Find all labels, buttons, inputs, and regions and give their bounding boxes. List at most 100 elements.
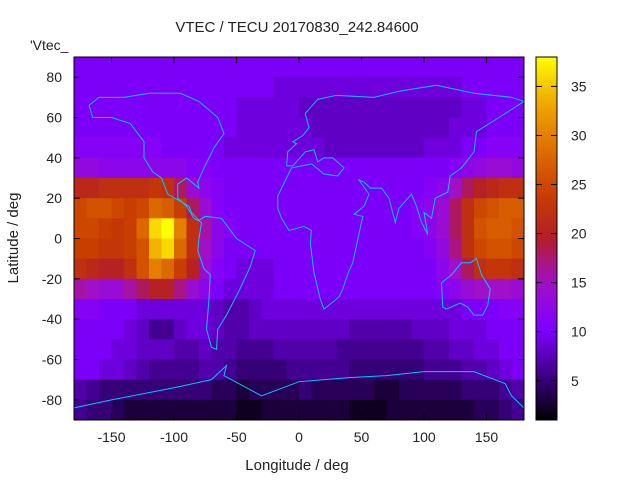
heatmap-cell: [499, 157, 512, 179]
colorbar-tick-label: 35: [571, 78, 587, 94]
heatmap-cell: [249, 258, 262, 280]
heatmap-cell: [449, 178, 462, 199]
heatmap-cell: [436, 57, 450, 78]
heatmap-cell: [311, 218, 325, 239]
heatmap-cell: [211, 117, 225, 139]
heatmap-cell: [461, 157, 475, 179]
heatmap-cell: [261, 178, 275, 199]
heatmap-cell: [111, 117, 125, 139]
heatmap-cell: [249, 238, 262, 260]
heatmap-cell: [111, 258, 125, 280]
heatmap-cell: [124, 299, 137, 320]
heatmap-cell: [386, 359, 400, 381]
heatmap-cell: [174, 299, 187, 320]
heatmap-cell: [211, 339, 225, 360]
heatmap-cell: [86, 359, 100, 381]
heatmap-cell: [311, 117, 325, 139]
heatmap-cell: [174, 137, 187, 159]
heatmap-cell: [474, 117, 487, 139]
heatmap-cell: [399, 339, 412, 360]
heatmap-cell: [324, 57, 337, 78]
heatmap-cell: [411, 238, 425, 260]
heatmap-cell: [324, 137, 337, 159]
heatmap-cell: [399, 399, 412, 420]
colorbar-tick-label: 25: [571, 177, 587, 193]
heatmap-cell: [486, 359, 500, 381]
heatmap-cell: [261, 117, 275, 139]
heatmap-cell: [424, 57, 437, 78]
heatmap-cell: [436, 178, 450, 199]
heatmap-cell: [299, 178, 312, 199]
heatmap-cell: [199, 319, 212, 340]
heatmap-cell: [99, 278, 112, 300]
heatmap-cell: [449, 157, 462, 179]
heatmap-cell: [186, 157, 200, 179]
heatmap-cell: [486, 379, 500, 401]
heatmap-cell: [361, 299, 375, 320]
heatmap-cell: [261, 278, 275, 300]
y-tick-label: -40: [42, 311, 62, 327]
heatmap-cell: [449, 399, 462, 420]
heatmap-cell: [236, 399, 250, 420]
heatmap-cell: [199, 117, 212, 139]
y-tick-label: -60: [42, 352, 62, 368]
coastlines: [74, 84, 524, 409]
heatmap-cell: [299, 218, 312, 239]
heatmap-cell: [174, 57, 187, 78]
heatmap-cell: [374, 339, 387, 360]
heatmap-cell: [99, 117, 112, 139]
heatmap-cell: [486, 339, 500, 360]
heatmap-cell: [274, 319, 287, 340]
heatmap-cell: [349, 339, 362, 360]
heatmap-cell: [386, 157, 400, 179]
heatmap-cell: [436, 379, 450, 401]
heatmap-cell: [474, 379, 487, 401]
heatmap-cell: [199, 238, 212, 260]
heatmap-cell: [511, 238, 524, 260]
heatmap-cell: [386, 57, 400, 78]
heatmap-cell: [99, 319, 112, 340]
heatmap-cell: [386, 399, 400, 420]
heatmap-cell: [386, 198, 400, 219]
heatmap-cell: [449, 359, 462, 381]
heatmap-cell: [249, 339, 262, 360]
heatmap-cell: [361, 198, 375, 219]
heatmap-cell: [336, 137, 350, 159]
heatmap-cell: [386, 339, 400, 360]
heatmap-cell: [361, 258, 375, 280]
heatmap-cell: [211, 278, 225, 300]
heatmap-cell: [386, 379, 400, 401]
heatmap-cell: [124, 97, 137, 118]
heatmap-cell: [249, 319, 262, 340]
heatmap-cell: [149, 198, 162, 219]
heatmap-cell: [311, 198, 325, 219]
heatmap-cell: [374, 238, 387, 260]
heatmap-cell: [299, 299, 312, 320]
heatmap-cell: [261, 57, 275, 78]
heatmap-cell: [299, 319, 312, 340]
heatmap-cell: [486, 137, 500, 159]
heatmap-cell: [324, 299, 337, 320]
heatmap-cell: [449, 218, 462, 239]
heatmap-cell: [161, 319, 175, 340]
heatmap-cell: [311, 339, 325, 360]
heatmap-cell: [336, 258, 350, 280]
heatmap-cell: [286, 299, 300, 320]
heatmap-cell: [286, 399, 300, 420]
heatmap-cell: [186, 97, 200, 118]
heatmap-cell: [99, 178, 112, 199]
heatmap-cell: [249, 218, 262, 239]
heatmap-cell: [236, 77, 250, 98]
heatmap-cell: [411, 399, 425, 420]
heatmap-cell: [399, 319, 412, 340]
heatmap-cell: [161, 57, 175, 78]
heatmap-cell: [361, 238, 375, 260]
heatmap-cell: [161, 198, 175, 219]
heatmap-cell: [161, 97, 175, 118]
heatmap-cell: [474, 278, 487, 300]
heatmap-cell: [74, 77, 87, 98]
heatmap-cell: [186, 258, 200, 280]
heatmap-cell: [486, 218, 500, 239]
heatmap-cell: [299, 117, 312, 139]
heatmap-cell: [211, 178, 225, 199]
